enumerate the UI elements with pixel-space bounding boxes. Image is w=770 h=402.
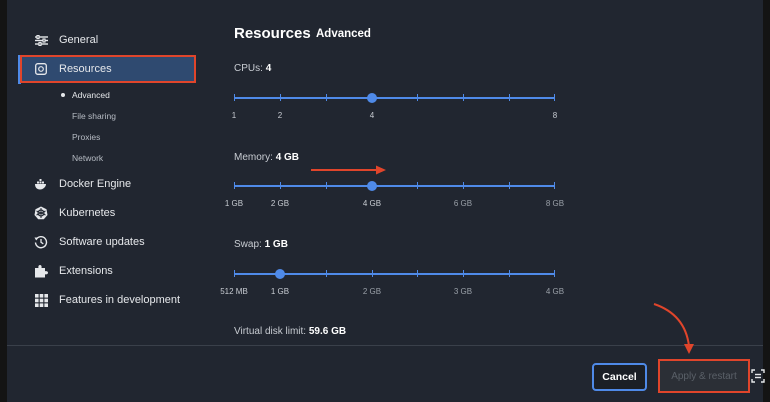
slider-tick: [509, 94, 510, 101]
swap-tick-label: 4 GB: [545, 287, 565, 296]
slider-tick: [372, 270, 373, 277]
current-subitem-dot: [61, 93, 65, 97]
subitem-file-sharing[interactable]: File sharing: [72, 111, 116, 121]
disk-limit-label: Virtual disk limit: 59.6 GB: [234, 326, 347, 337]
slider-tick: [554, 270, 555, 277]
swap-tick-label: 512 MB: [220, 287, 248, 296]
cpus-slider-track[interactable]: [234, 97, 555, 99]
memory-slider-track[interactable]: [234, 185, 555, 187]
slider-tick: [463, 270, 464, 277]
slider-tick: [554, 182, 555, 189]
arrow-down-annotation: [653, 303, 694, 354]
cpus-tick-label: 1: [231, 111, 237, 120]
sidebar-item-extensions[interactable]: Extensions: [20, 257, 196, 285]
page-title: Resources: [234, 25, 311, 42]
cpus-tick-label: 2: [277, 111, 283, 120]
cpus-tick-label: 4: [369, 111, 375, 120]
sidebar-item-label: Resources: [59, 63, 112, 75]
sidebar-item-label: Features in development: [59, 294, 181, 306]
cancel-button[interactable]: Cancel: [592, 363, 647, 391]
sidebar-item-label: Extensions: [59, 265, 113, 277]
swap-value: 1 GB: [264, 239, 288, 250]
memory-tick-label: 1 GB: [224, 199, 244, 208]
memory-tick-label: 4 GB: [362, 199, 382, 208]
puzzle-icon: [34, 264, 48, 278]
footer-divider: [7, 345, 763, 346]
slider-tick: [463, 94, 464, 101]
memory-slider-thumb[interactable]: [367, 181, 377, 191]
slider-tick: [234, 94, 235, 101]
history-icon: [34, 235, 48, 249]
sidebar-item-general[interactable]: General: [20, 26, 196, 54]
apply-restart-button[interactable]: Apply & restart: [658, 359, 750, 393]
cpus-label: CPUs: 4: [234, 63, 272, 74]
active-indicator: [18, 55, 21, 84]
swap-slider-track[interactable]: [234, 273, 555, 275]
slider-tick: [280, 94, 281, 101]
grid-icon: [34, 293, 48, 307]
sidebar-item-label: General: [59, 34, 99, 46]
slider-tick: [417, 182, 418, 189]
screen-capture-icon[interactable]: [751, 369, 765, 383]
cpus-tick-label: 8: [552, 111, 558, 120]
subitem-network[interactable]: Network: [72, 153, 104, 163]
slider-tick: [326, 182, 327, 189]
swap-slider-thumb[interactable]: [275, 269, 285, 279]
sidebar-item-software-updates[interactable]: Software updates: [20, 228, 196, 256]
cpus-value: 4: [265, 63, 272, 74]
sidebar-item-kubernetes[interactable]: Kubernetes: [20, 199, 196, 227]
tab-advanced[interactable]: Advanced: [316, 28, 371, 40]
slider-tick: [417, 270, 418, 277]
memory-tick-label: 8 GB: [545, 199, 565, 208]
slider-tick: [326, 94, 327, 101]
helm-icon: [34, 206, 48, 220]
slider-tick: [463, 182, 464, 189]
slider-tick: [234, 270, 235, 277]
sidebar-item-label: Kubernetes: [59, 207, 116, 219]
slider-tick: [554, 94, 555, 101]
sidebar-item-docker-engine[interactable]: Docker Engine: [20, 170, 196, 198]
slider-tick: [417, 94, 418, 101]
memory-value: 4 GB: [275, 152, 300, 163]
whale-icon: [34, 177, 48, 191]
swap-label: Swap: 1 GB: [234, 239, 288, 250]
sidebar-item-resources[interactable]: Resources: [20, 55, 196, 83]
slider-tick: [234, 182, 235, 189]
swap-tick-label: 3 GB: [453, 287, 473, 296]
swap-tick-label: 1 GB: [270, 287, 290, 296]
sidebar-item-label: Software updates: [59, 236, 145, 248]
slider-tick: [326, 270, 327, 277]
slider-tick: [509, 270, 510, 277]
swap-tick-label: 2 GB: [362, 287, 382, 296]
memory-tick-label: 6 GB: [453, 199, 473, 208]
disk-limit-value: 59.6 GB: [308, 326, 347, 337]
memory-tick-label: 2 GB: [270, 199, 290, 208]
memory-label: Memory: 4 GB: [234, 152, 300, 163]
sidebar-item-label: Docker Engine: [59, 178, 132, 190]
sliders-icon: [34, 33, 48, 47]
resources-icon: [34, 62, 48, 76]
subitem-proxies[interactable]: Proxies: [72, 132, 101, 142]
sidebar-item-features-in-development[interactable]: Features in development: [20, 286, 196, 314]
slider-tick: [280, 182, 281, 189]
arrow-right-annotation: [311, 165, 386, 175]
cpus-slider-thumb[interactable]: [367, 93, 377, 103]
slider-tick: [509, 182, 510, 189]
subitem-advanced[interactable]: Advanced: [72, 90, 110, 100]
